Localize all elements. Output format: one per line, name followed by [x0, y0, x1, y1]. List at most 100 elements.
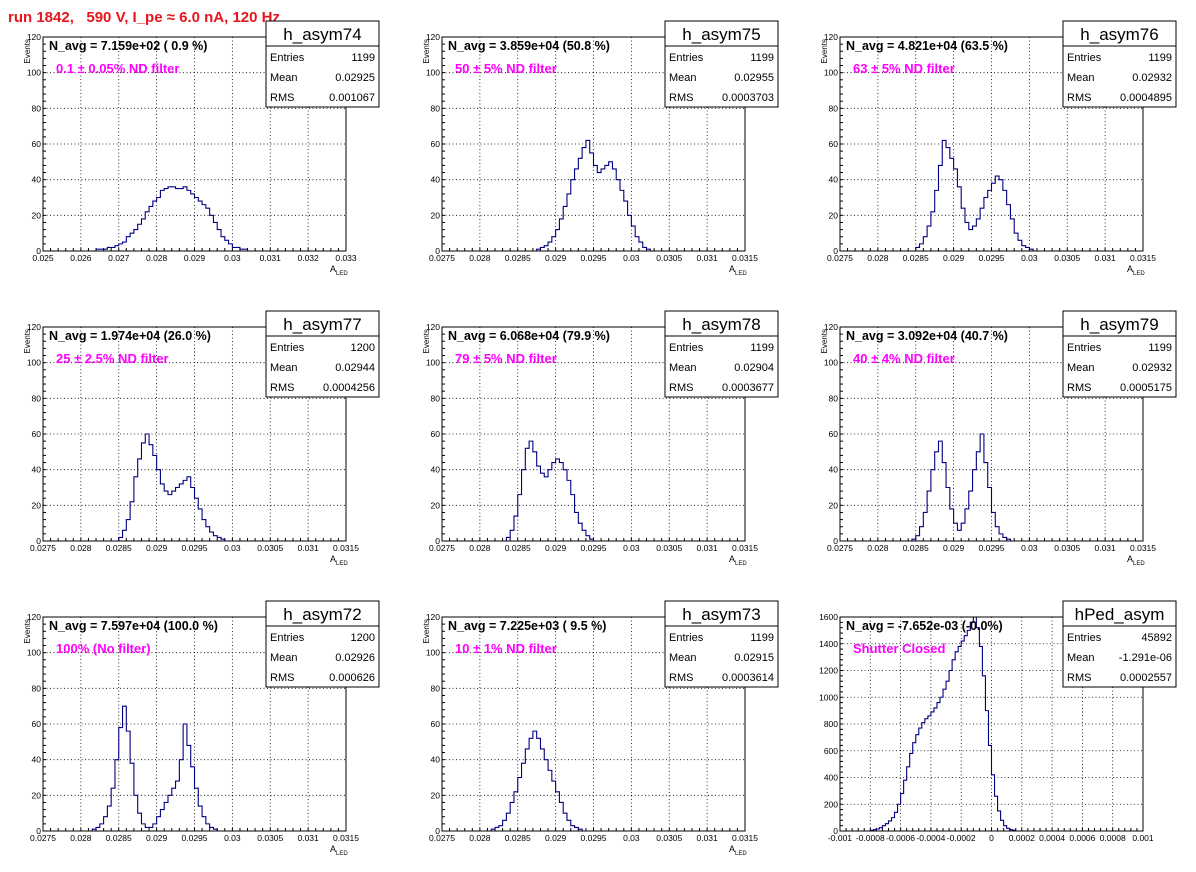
x-tick-label: 0.025 — [32, 253, 54, 263]
stats-label: Entries — [270, 342, 305, 354]
histogram-line — [869, 616, 1017, 831]
stats-box: h_asym74 Entries 1199 Mean 0.02925 RMS 0.00106… — [265, 20, 380, 108]
x-axis-label-main: A — [729, 554, 735, 564]
histogram-panel-hPed_asym: -0.001 -0.0008 -0.0006 -0.0004 -0.0002 0 0.000… — [819, 600, 1177, 843]
x-axis-label-main: A — [1127, 264, 1133, 274]
y-tick-label: 200 — [824, 799, 838, 809]
stats-box-frame — [664, 20, 779, 108]
x-tick-label: 0.031 — [696, 253, 718, 263]
x-tick-label: 0.0002 — [1009, 833, 1035, 843]
x-tick-label: 0.0295 — [182, 833, 208, 843]
x-tick-label: 0.0285 — [903, 543, 929, 553]
stats-value: 0.0003614 — [722, 672, 774, 684]
filter-annotation: 25 ± 2.5% ND filter — [56, 351, 169, 366]
x-tick-label: 0.0275 — [827, 543, 853, 553]
x-tick-label: 0.03 — [623, 543, 640, 553]
stats-box-frame — [1062, 310, 1177, 398]
plot-frame — [42, 326, 347, 542]
histogram-line — [95, 186, 249, 251]
x-tick-label: 0.0315 — [333, 833, 359, 843]
stats-value: 1199 — [750, 342, 774, 354]
y-axis-label: Events — [23, 619, 32, 643]
stats-value: 0.02932 — [1132, 362, 1172, 374]
y-tick-label: 1600 — [819, 612, 838, 622]
x-tick-label: 0.0305 — [257, 833, 283, 843]
stats-box: h_asym79 Entries 1199 Mean 0.02932 RMS 0.00051… — [1062, 310, 1177, 398]
stats-value: 45892 — [1141, 632, 1172, 644]
y-tick-label: 60 — [829, 429, 839, 439]
y-tick-label: 100 — [27, 648, 41, 658]
y-axis-label: Events — [820, 39, 829, 63]
x-tick-label: 0.0305 — [656, 253, 682, 263]
x-tick-label: 0.0275 — [827, 253, 853, 263]
x-tick-label: 0.0285 — [903, 253, 929, 263]
x-tick-label: 0.0285 — [505, 253, 531, 263]
filter-annotation: 40 ± 4% ND filter — [853, 351, 955, 366]
plot-frame — [441, 326, 746, 542]
x-tick-label: 0.028 — [469, 833, 491, 843]
stats-value: 1199 — [1148, 342, 1172, 354]
y-tick-label: 0 — [36, 246, 41, 256]
stats-label: RMS — [669, 92, 693, 104]
filter-annotation: 10 ± 1% ND filter — [455, 641, 557, 656]
y-tick-label: 0 — [833, 826, 838, 836]
x-tick-label: -0.0004 — [916, 833, 945, 843]
stats-box: h_asym76 Entries 1199 Mean 0.02932 RMS 0.00048… — [1062, 20, 1177, 108]
x-tick-label: 0.028 — [867, 543, 889, 553]
stats-box: h_asym78 Entries 1199 Mean 0.02904 RMS 0.00036… — [664, 310, 779, 398]
x-tick-label: 0.028 — [70, 543, 92, 553]
x-tick-label: 0.029 — [545, 833, 567, 843]
y-tick-label: 1400 — [819, 639, 838, 649]
stats-label: Mean — [270, 362, 298, 374]
x-tick-label: 0.0275 — [30, 833, 56, 843]
stats-histogram-name: h_asym76 — [1080, 25, 1158, 44]
plot-frame — [42, 616, 347, 832]
stats-value: 1200 — [351, 632, 375, 644]
x-tick-label: 0.0008 — [1100, 833, 1126, 843]
x-tick-label: 0.0295 — [581, 543, 607, 553]
stats-box: hPed_asym Entries 45892 Mean -1.291e-06 RMS 0.… — [1062, 600, 1177, 688]
y-tick-label: 120 — [426, 612, 440, 622]
y-tick-label: 60 — [829, 139, 839, 149]
x-tick-label: 0.0315 — [333, 543, 359, 553]
histogram-line — [915, 139, 1034, 251]
stats-value: 1199 — [750, 52, 774, 64]
x-tick-label: 0 — [989, 833, 994, 843]
x-tick-label: 0.031 — [696, 833, 718, 843]
x-tick-label: 0.0305 — [257, 543, 283, 553]
x-tick-label: 0.031 — [297, 543, 319, 553]
stats-value: 1199 — [1148, 52, 1172, 64]
x-tick-label: 0.028 — [867, 253, 889, 263]
stats-label: Entries — [1067, 52, 1102, 64]
y-tick-label: 600 — [824, 746, 838, 756]
x-tick-label: 0.03 — [1021, 253, 1038, 263]
x-tick-label: 0.0275 — [30, 543, 56, 553]
x-tick-label: 0.0295 — [979, 543, 1005, 553]
x-tick-label: 0.0295 — [182, 543, 208, 553]
histogram-panel-h_asym78: 0.0275 0.028 0.0285 0.029 0.0295 0.03 0.0305 0.… — [422, 310, 779, 567]
x-tick-label: 0.03 — [623, 833, 640, 843]
stats-label: Mean — [669, 72, 697, 84]
y-tick-label: 80 — [829, 393, 839, 403]
x-tick-label: 0.0305 — [1054, 543, 1080, 553]
stats-label: RMS — [1067, 672, 1091, 684]
filter-annotation: 100% (No filter) — [56, 641, 151, 656]
y-tick-label: 40 — [32, 465, 42, 475]
x-tick-label: 0.029 — [184, 253, 206, 263]
stats-value: 0.0004895 — [1120, 92, 1172, 104]
stats-label: Entries — [1067, 632, 1102, 644]
x-axis-label: ALED — [729, 554, 747, 567]
y-tick-label: 0 — [435, 826, 440, 836]
filter-annotation: 63 ± 5% ND filter — [853, 61, 955, 76]
y-tick-label: 120 — [27, 322, 41, 332]
stats-value: 0.0005175 — [1120, 382, 1172, 394]
histogram-line — [505, 440, 595, 541]
y-tick-label: 80 — [32, 393, 42, 403]
histogram-panel-h_asym74: 0.025 0.026 0.027 0.028 0.029 0.03 0.031 0.032 0… — [23, 20, 380, 277]
y-tick-label: 80 — [431, 103, 441, 113]
navg-label: N_avg = 6.068e+04 (79.9 %) — [448, 329, 610, 343]
y-tick-label: 0 — [435, 536, 440, 546]
x-tick-label: 0.0315 — [732, 253, 758, 263]
x-tick-label: 0.0315 — [732, 543, 758, 553]
stats-histogram-name: hPed_asym — [1075, 605, 1165, 624]
